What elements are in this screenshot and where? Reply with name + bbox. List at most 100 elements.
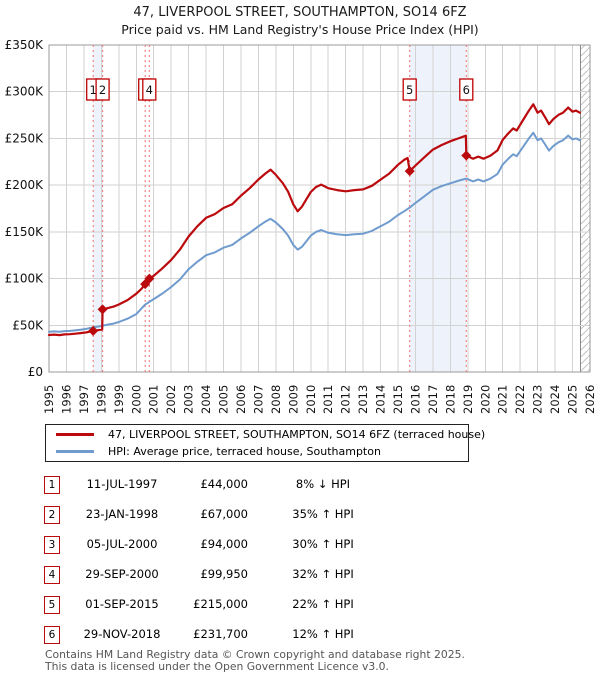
- ownership-band: [93, 45, 103, 372]
- transaction-price: £94,000: [200, 537, 248, 551]
- transaction-number-badge: 4: [44, 566, 60, 584]
- sale-label-4: 4: [146, 83, 153, 97]
- x-tick-label: 2001: [147, 385, 161, 414]
- transaction-number-badge: 2: [44, 506, 60, 524]
- x-tick-label: 2002: [164, 385, 178, 414]
- sale-marker-5: [404, 166, 415, 177]
- x-tick-label: 2011: [321, 385, 335, 414]
- x-tick-label: 2000: [129, 385, 143, 414]
- y-tick-label: £0: [28, 365, 43, 379]
- x-tick-label: 2018: [443, 385, 457, 414]
- x-tick-label: 2013: [356, 385, 370, 414]
- transaction-number-badge: 5: [44, 596, 60, 614]
- x-tick-label: 2015: [391, 385, 405, 414]
- transaction-row-1: 1 11-JUL-1997 £44,000 8% ↓ HPI: [44, 476, 504, 496]
- transaction-row-5: 5 01-SEP-2015 £215,000 22% ↑ HPI: [44, 596, 504, 616]
- transaction-price: £44,000: [200, 477, 248, 491]
- transaction-hpi-delta: 12% ↑ HPI: [292, 627, 354, 641]
- sale-label-box-6: [459, 78, 474, 101]
- sale-label-box-2: [95, 78, 110, 101]
- transaction-price: £215,000: [193, 597, 248, 611]
- sale-label-2: 2: [99, 83, 106, 97]
- x-tick-label: 2010: [304, 385, 318, 414]
- sale-label-1: 1: [90, 83, 97, 97]
- sale-marker-6: [461, 150, 472, 161]
- x-tick-label: 1997: [77, 385, 91, 414]
- sale-label-5: 5: [406, 83, 413, 97]
- legend-item-1: HPI: Average price, terraced house, Sout…: [46, 442, 468, 459]
- transaction-hpi-delta: 35% ↑ HPI: [292, 507, 354, 521]
- transaction-price: £67,000: [200, 507, 248, 521]
- transaction-date: 11-JUL-1997: [86, 477, 158, 491]
- legend-line-swatch: [56, 450, 94, 453]
- x-tick-label: 2008: [269, 385, 283, 414]
- plot-border: [48, 44, 591, 373]
- hpi-line: [48, 131, 581, 333]
- property-price-line: [47, 103, 582, 337]
- x-tick-label: 2007: [251, 385, 265, 414]
- transaction-hpi-delta: 8% ↓ HPI: [295, 477, 351, 491]
- x-tick-label: 2026: [583, 385, 597, 414]
- transaction-hpi-delta: 32% ↑ HPI: [292, 567, 354, 581]
- transaction-row-4: 4 29-SEP-2000 £99,950 32% ↑ HPI: [44, 566, 504, 586]
- page-title: 47, LIVERPOOL STREET, SOUTHAMPTON, SO14 …: [133, 5, 467, 20]
- x-tick-label: 2012: [339, 385, 353, 414]
- x-tick-label: 2005: [217, 385, 231, 414]
- x-tick-label: 2006: [234, 385, 248, 414]
- x-tick-label: 2024: [548, 385, 562, 414]
- transaction-number-badge: 3: [44, 536, 60, 554]
- x-tick-label: 1998: [94, 385, 108, 414]
- page-subtitle: Price paid vs. HM Land Registry's House …: [121, 22, 479, 37]
- future-region: [580, 45, 590, 372]
- copyright-footer: Contains HM Land Registry data © Crown c…: [45, 649, 465, 672]
- x-tick-label: 2016: [409, 385, 423, 414]
- transaction-hpi-delta: 30% ↑ HPI: [292, 537, 354, 551]
- x-tick-label: 2014: [374, 385, 388, 414]
- y-tick-label: £150K: [5, 225, 45, 239]
- price-chart: 312456£0£50K£100K£150K£200K£250K£300K£35…: [5, 38, 597, 414]
- x-tick-label: 1999: [112, 385, 126, 414]
- x-tick-label: 1995: [42, 385, 56, 414]
- y-tick-label: £50K: [12, 318, 44, 332]
- x-tick-label: 2009: [286, 385, 300, 414]
- legend-line-swatch: [56, 433, 94, 436]
- transaction-row-3: 3 05-JUL-2000 £94,000 30% ↑ HPI: [44, 536, 504, 556]
- transaction-date: 01-SEP-2015: [85, 597, 159, 611]
- x-tick-label: 2020: [478, 385, 492, 414]
- ownership-band: [409, 45, 467, 372]
- transaction-date: 29-NOV-2018: [83, 627, 161, 641]
- y-tick-label: £300K: [5, 85, 45, 99]
- footer-line-2: This data is licensed under the Open Gov…: [45, 659, 389, 673]
- legend-label: 47, LIVERPOOL STREET, SOUTHAMPTON, SO14 …: [108, 428, 486, 441]
- x-tick-label: 2025: [566, 385, 580, 414]
- sale-marker-4: [144, 273, 155, 284]
- transactions-table: 1 11-JUL-1997 £44,000 8% ↓ HPI 2 23-JAN-1998 £…: [44, 476, 504, 656]
- y-tick-label: £200K: [5, 178, 45, 192]
- transaction-price: £231,700: [193, 627, 248, 641]
- transaction-date: 29-SEP-2000: [85, 567, 159, 581]
- transaction-hpi-delta: 22% ↑ HPI: [292, 597, 354, 611]
- x-tick-label: 1996: [60, 385, 74, 414]
- x-tick-label: 2021: [496, 385, 510, 414]
- transaction-price: £99,950: [200, 567, 248, 581]
- chart-legend: 47, LIVERPOOL STREET, SOUTHAMPTON, SO14 …: [45, 424, 485, 462]
- footer-line-1: Contains HM Land Registry data © Crown c…: [45, 648, 465, 661]
- sale-label-6: 6: [463, 83, 470, 97]
- x-tick-label: 2017: [426, 385, 440, 414]
- transaction-row-2: 2 23-JAN-1998 £67,000 35% ↑ HPI: [44, 506, 504, 526]
- y-tick-label: £250K: [5, 131, 45, 145]
- legend-label: HPI: Average price, terraced house, Sout…: [108, 445, 381, 458]
- y-tick-label: £100K: [5, 272, 45, 286]
- sale-marker-2: [97, 304, 108, 315]
- x-tick-label: 2023: [531, 385, 545, 414]
- transaction-number-badge: 1: [44, 476, 60, 494]
- x-tick-label: 2019: [461, 385, 475, 414]
- x-tick-label: 2003: [182, 385, 196, 414]
- sale-label-box-4: [142, 78, 157, 101]
- x-tick-label: 2004: [199, 385, 213, 414]
- transaction-row-6: 6 29-NOV-2018 £231,700 12% ↑ HPI: [44, 626, 504, 646]
- transaction-date: 05-JUL-2000: [86, 537, 158, 551]
- y-tick-label: £350K: [5, 38, 45, 52]
- sale-marker-1: [88, 325, 99, 336]
- sale-label-box-5: [402, 78, 417, 101]
